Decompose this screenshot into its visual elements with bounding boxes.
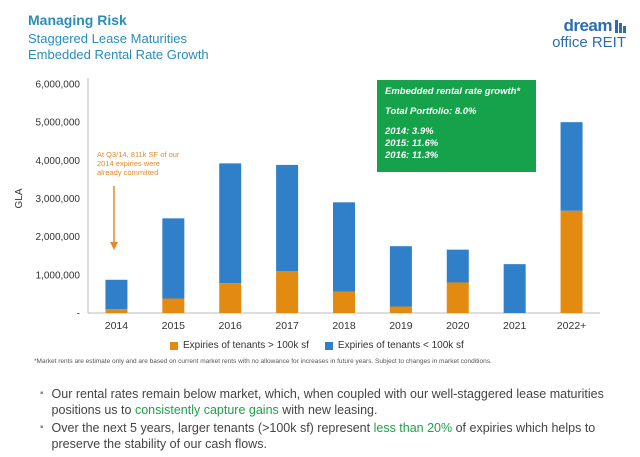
bar-large-tenants	[105, 309, 128, 313]
annotation-text: At Q3/14, 811k SF of our 2014 expiries we…	[97, 150, 180, 177]
x-tick-label: 2022+	[557, 320, 587, 332]
bar-small-tenants	[333, 202, 355, 292]
y-tick-label: 3,000,000	[36, 194, 81, 205]
y-tick-label: 2,000,000	[36, 232, 81, 243]
bar-small-tenants	[276, 164, 299, 272]
annotation-arrow-head-icon	[110, 242, 118, 250]
callout-2014: 2014: 3.9%	[385, 126, 434, 137]
bullet-text: Our rental rates remain below market, wh…	[51, 387, 604, 417]
logo-text-office-reit: office REIT	[552, 34, 626, 51]
bullet-text: Over the next 5 years, larger tenants (>…	[51, 421, 596, 451]
bar-large-tenants	[219, 283, 242, 313]
rental-growth-callout: Embedded rental rate growth* Total Portf…	[377, 80, 536, 172]
logo-bars-icon	[615, 19, 626, 33]
y-tick-label: 5,000,000	[36, 118, 81, 129]
bar-small-tenants	[560, 122, 583, 211]
x-tick-label: 2017	[275, 320, 299, 332]
legend-item-small: Expiries of tenants < 100k sf	[324, 340, 464, 351]
chart-legend: Expiries of tenants > 100k sf Expiries o…	[170, 340, 464, 351]
subtitle-lease-maturities: Staggered Lease Maturities	[28, 31, 187, 46]
bar-large-tenants	[333, 291, 355, 313]
legend-swatch-large	[170, 341, 178, 350]
x-tick-label: 2015	[162, 320, 186, 332]
bullet-square-icon: ▪	[40, 388, 44, 399]
y-tick-label: 6,000,000	[36, 80, 81, 91]
legend-item-large: Expiries of tenants > 100k sf	[170, 340, 309, 351]
y-axis-label: GLA	[14, 188, 25, 208]
bullet-list: ▪ Our rental rates remain below market, …	[40, 386, 620, 454]
y-tick-label: -	[77, 309, 80, 320]
bar-large-tenants	[560, 210, 583, 313]
logo-text-dream: dream	[563, 16, 612, 35]
callout-total: Total Portfolio: 8.0%	[385, 106, 477, 117]
legend-label-large: Expiries of tenants > 100k sf	[183, 340, 309, 351]
x-tick-label: 2014	[105, 320, 129, 332]
footnote: *Market rents are estimate only and are …	[34, 358, 492, 365]
page-title: Managing Risk	[28, 12, 127, 28]
bar-large-tenants	[276, 271, 299, 313]
x-tick-label: 2018	[332, 320, 356, 332]
bar-small-tenants	[503, 264, 526, 313]
callout-heading: Embedded rental rate growth*	[385, 86, 521, 97]
y-tick-label: 4,000,000	[36, 156, 81, 167]
bar-small-tenants	[389, 246, 412, 307]
callout-2015: 2015: 11.6%	[385, 138, 439, 149]
bar-small-tenants	[162, 218, 185, 299]
x-tick-label: 2020	[446, 320, 470, 332]
bar-small-tenants	[105, 279, 128, 310]
bar-large-tenants	[389, 306, 412, 313]
bullet-square-icon: ▪	[40, 422, 44, 433]
bar-small-tenants	[219, 163, 242, 284]
legend-swatch-small	[324, 341, 333, 350]
y-tick-label: 1,000,000	[36, 270, 81, 281]
bar-large-tenants	[446, 282, 469, 313]
callout-2016: 2016: 11.3%	[385, 150, 439, 161]
x-tick-label: 2021	[503, 320, 527, 332]
expiries-chart: - 1,000,000 2,000,000 3,000,000 4,000,000 5,0…	[14, 78, 600, 332]
bullet-item: ▪ Over the next 5 years, larger tenants …	[40, 420, 620, 452]
bullet-item: ▪ Our rental rates remain below market, …	[40, 386, 620, 418]
x-tick-label: 2016	[219, 320, 243, 332]
x-tick-label: 2019	[389, 320, 413, 332]
legend-label-small: Expiries of tenants < 100k sf	[337, 340, 464, 351]
bar-large-tenants	[162, 298, 185, 313]
bar-small-tenants	[446, 249, 469, 283]
company-logo: dream office REIT	[552, 16, 626, 51]
subtitle-rental-growth: Embedded Rental Rate Growth	[28, 47, 209, 62]
